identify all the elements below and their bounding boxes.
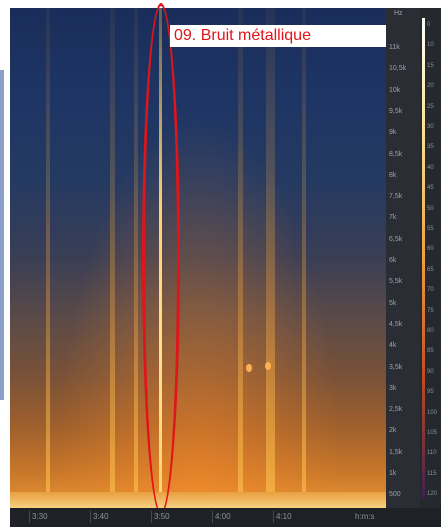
spectral-streak: [266, 8, 275, 508]
frequency-tick: 8k: [389, 171, 397, 179]
color-scale-tick: 100: [427, 409, 438, 416]
time-tick-mark: [29, 511, 30, 523]
time-tick-label: 4:00: [215, 512, 231, 521]
color-scale-tick: 85: [427, 348, 434, 355]
color-scale-tick: 55: [427, 226, 434, 232]
frequency-tick: 9k: [389, 129, 397, 137]
left-panel-strip: [0, 70, 4, 400]
frequency-tick: 7k: [389, 214, 397, 222]
frequency-unit: Hz: [394, 10, 403, 17]
frequency-tick: 1k: [389, 470, 397, 477]
annotation-ellipse: [142, 3, 180, 515]
frequency-tick: 6k: [389, 257, 397, 264]
frequency-tick: 5k: [389, 299, 397, 307]
frequency-tick: 500: [389, 491, 401, 499]
color-scale-tick: 90: [427, 368, 434, 375]
color-scale-tick: 35: [427, 144, 434, 151]
time-tick-label: 3:50: [154, 512, 170, 521]
time-unit: h:m:s: [355, 512, 375, 521]
spectral-streak: [110, 8, 115, 508]
frequency-tick: 10,5k: [389, 65, 407, 73]
frequency-tick: 2,5k: [389, 406, 403, 414]
time-tick-mark: [212, 511, 213, 523]
frequency-tick: 1,5k: [389, 448, 403, 456]
frequency-tick: 6,5k: [389, 235, 403, 243]
color-scale-tick: 50: [427, 205, 434, 212]
color-scale-tick: 60: [427, 246, 434, 253]
color-scale-bar: [422, 18, 425, 498]
frequency-tick: 9,5k: [389, 107, 403, 115]
color-scale-tick: 0: [427, 22, 431, 28]
color-scale-tick: 115: [427, 470, 437, 477]
color-scale-tick: 75: [427, 307, 434, 314]
annotation-label: 09. Bruit métallique: [170, 25, 386, 47]
frequency-tick: 3,5k: [389, 363, 403, 371]
color-scale-tick: 80: [427, 328, 434, 334]
time-tick-label: 3:30: [32, 512, 48, 521]
frequency-tick: 4,5k: [389, 320, 403, 328]
left-panel-edge: [0, 0, 10, 527]
frequency-axis: Hz 11k 10,5k 10k 9,5k 9k 8,5k 8k 7,5k 7k 6,5k 6k 5,…: [386, 8, 420, 508]
frequency-tick: 5,5k: [389, 278, 403, 286]
frequency-tick: 11k: [389, 44, 400, 51]
spectral-blip: [265, 362, 271, 370]
spectral-blip: [246, 364, 252, 372]
color-scale-tick: 95: [427, 389, 434, 396]
time-tick-label: 4:10: [276, 512, 292, 521]
frequency-tick: 2k: [389, 427, 397, 435]
amplitude-color-scale: 0 10 15 20 25 30 35 40 45 50 55 60 65 70 75 80 85 90 95 100…: [420, 8, 441, 508]
color-scale-tick: 120: [427, 491, 438, 498]
color-scale-tick: 45: [427, 185, 434, 192]
color-scale-tick: 25: [427, 103, 434, 110]
spectral-streak: [134, 8, 138, 508]
spectrogram-view[interactable]: [10, 8, 386, 508]
time-tick-mark: [151, 511, 152, 523]
color-scale-tick: 20: [427, 83, 434, 90]
color-scale-tick: 65: [427, 266, 434, 273]
color-scale-tick: 10: [427, 42, 434, 49]
color-scale-tick: 105: [427, 430, 438, 436]
time-tick-mark: [273, 511, 274, 523]
frequency-tick: 7,5k: [389, 193, 403, 201]
color-scale-tick: 40: [427, 164, 434, 171]
color-scale-tick: 15: [427, 62, 434, 69]
time-tick-label: 3:40: [93, 512, 109, 521]
spectral-streak: [238, 8, 243, 508]
spectral-streak: [302, 8, 306, 508]
frequency-tick: 10k: [389, 86, 401, 94]
frequency-tick: 8,5k: [389, 150, 403, 158]
color-scale-tick: 110: [427, 450, 437, 457]
color-scale-tick: 30: [427, 124, 434, 130]
low-frequency-band: [10, 492, 386, 508]
frequency-tick: 3k: [389, 384, 397, 392]
spectral-streak: [46, 8, 50, 508]
time-tick-mark: [90, 511, 91, 523]
color-scale-tick: 70: [427, 287, 434, 294]
time-axis: 3:30 3:40 3:50 4:00 4:10 h:m:s: [10, 508, 441, 527]
frequency-tick: 4k: [389, 342, 397, 350]
